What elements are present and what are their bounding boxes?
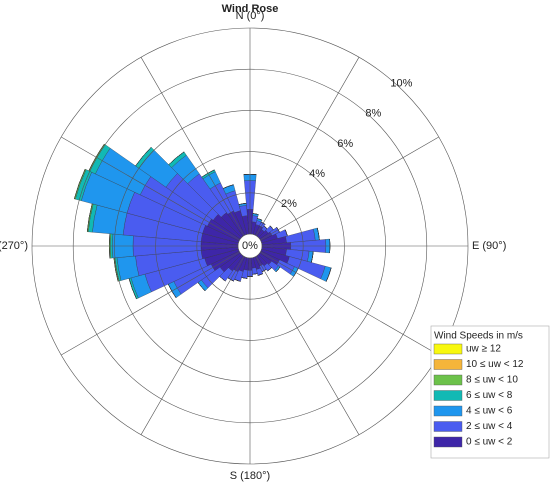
legend-swatch <box>433 390 463 401</box>
legend-label: uw ≥ 12 <box>466 344 501 355</box>
wedge <box>257 218 263 221</box>
r-tick-label: 4% <box>309 168 325 180</box>
legend-label: 4 ≤ uw < 6 <box>466 406 513 417</box>
legend-label: 2 ≤ uw < 4 <box>466 421 513 432</box>
ring <box>237 233 263 259</box>
direction-label: N (0°) <box>236 10 265 22</box>
direction-label: S (180°) <box>230 470 270 482</box>
ring <box>72 68 428 424</box>
ring <box>155 151 345 341</box>
legend-label: 8 ≤ uw < 10 <box>466 375 518 386</box>
wedge <box>201 169 215 178</box>
legend-swatch <box>433 405 463 417</box>
spoke <box>61 136 240 241</box>
ring <box>114 110 386 382</box>
spoke <box>260 136 439 241</box>
wedge <box>275 266 281 273</box>
legend-swatch <box>433 359 463 370</box>
legend-swatch <box>433 421 463 432</box>
direction-label: E (90°) <box>472 240 506 252</box>
legend-swatch <box>433 343 463 355</box>
wedge <box>223 184 234 189</box>
spoke <box>255 57 360 236</box>
legend-swatch <box>433 374 463 386</box>
ring <box>196 192 304 300</box>
spoke <box>255 256 360 435</box>
wedge <box>74 169 86 199</box>
chart-title: Wind Rose <box>222 3 279 15</box>
legend: Wind Speeds in m/s 0 ≤ uw < 2 2 ≤ uw < 4 4… <box>430 325 550 459</box>
direction-label: W (270°) <box>0 240 28 252</box>
legend-swatch <box>433 436 463 448</box>
labels: 0% 2% 4% 6% 8% 10% N (0°) E (90°) S (180°) W (270… <box>0 10 506 482</box>
legend-label: 0 ≤ uw < 2 <box>466 437 513 448</box>
r-tick-label: 8% <box>365 108 381 120</box>
spoke <box>140 256 245 435</box>
wedge <box>135 147 152 166</box>
r-tick-label: 0% <box>242 240 258 252</box>
spoke <box>61 251 240 356</box>
spoke <box>260 251 439 356</box>
grid <box>31 27 469 465</box>
r-tick-label: 6% <box>337 138 353 150</box>
wedge <box>88 143 105 171</box>
legend-title: Wind Speeds in m/s <box>434 331 523 342</box>
ring <box>31 27 469 465</box>
r-tick-label: 10% <box>390 78 412 90</box>
wedges <box>74 143 332 300</box>
spoke <box>140 57 245 236</box>
legend-label: 6 ≤ uw < 8 <box>466 390 513 401</box>
legend-label: 10 ≤ uw < 12 <box>466 359 524 370</box>
wedge <box>168 151 185 165</box>
r-tick-label: 2% <box>281 198 297 210</box>
